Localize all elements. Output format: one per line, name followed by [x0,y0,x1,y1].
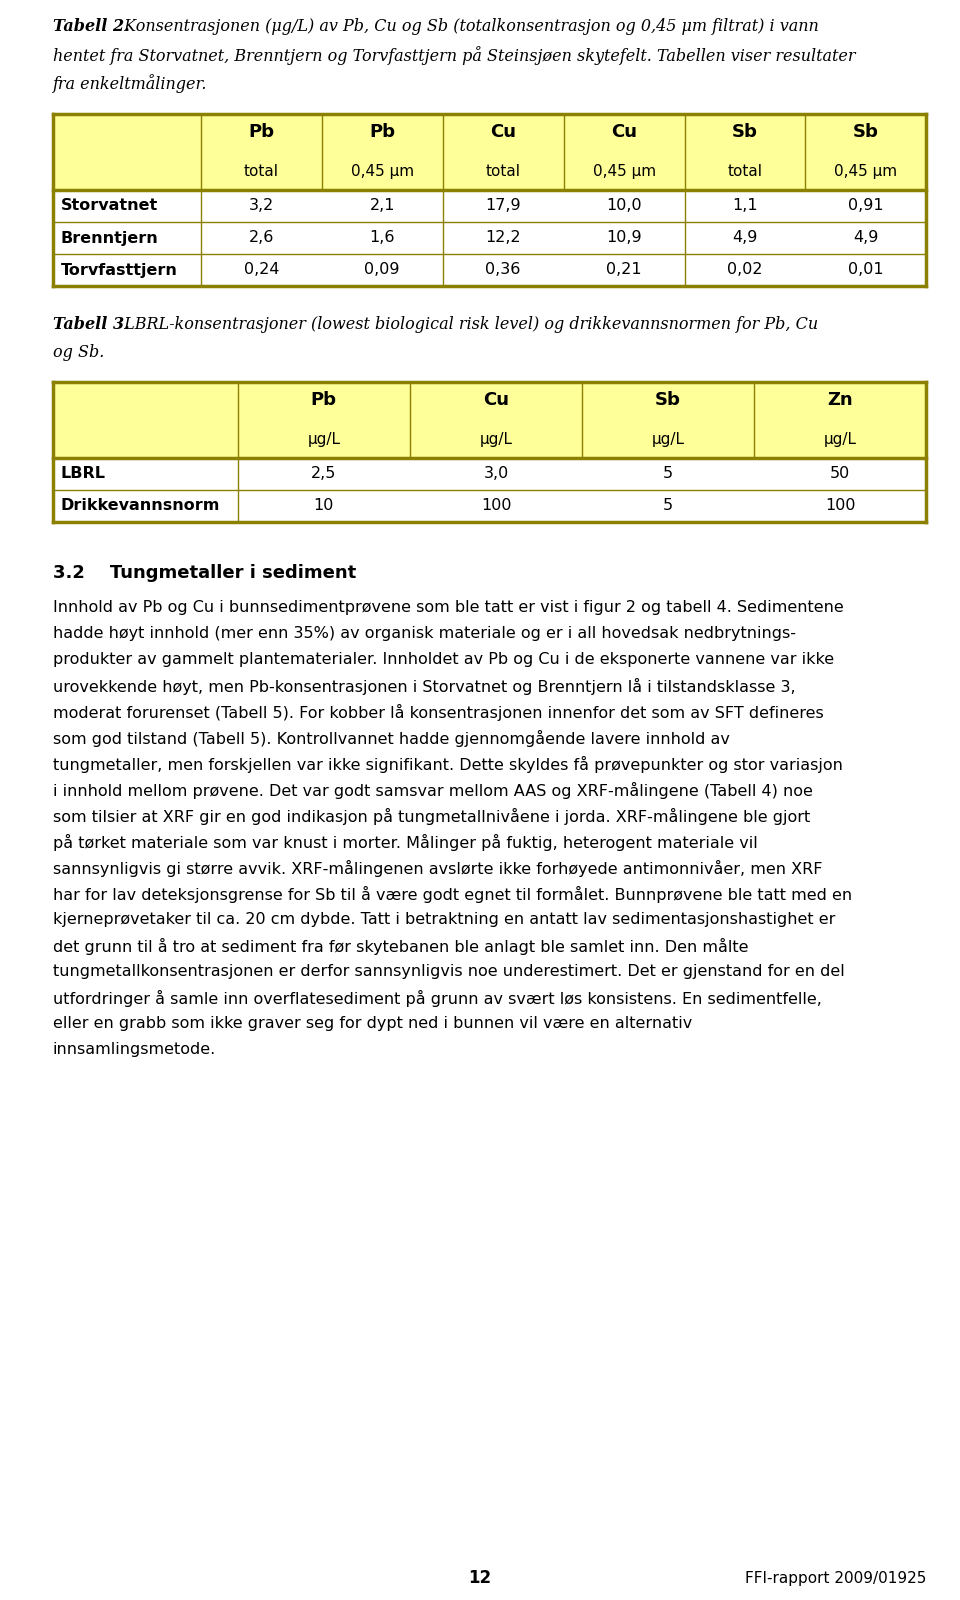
Text: 100: 100 [481,499,512,514]
Text: Tabell 2.: Tabell 2. [53,18,130,35]
Text: på tørket materiale som var knust i morter. Målinger på fuktig, heterogent mater: på tørket materiale som var knust i mort… [53,834,757,851]
Text: 0,45 μm: 0,45 μm [350,165,414,179]
Text: Cu: Cu [483,392,509,410]
Text: LBRL: LBRL [60,467,106,482]
Text: hentet fra Storvatnet, Brenntjern og Torvfasttjern på Steinsjøen skytefelt. Tabe: hentet fra Storvatnet, Brenntjern og Tor… [53,46,855,66]
Text: total: total [244,165,278,179]
Text: 10: 10 [314,499,334,514]
Text: har for lav deteksjonsgrense for Sb til å være godt egnet til formålet. Bunnprøv: har for lav deteksjonsgrense for Sb til … [53,886,852,902]
Text: 5: 5 [663,499,673,514]
Text: 4,9: 4,9 [853,230,878,245]
Text: 0,21: 0,21 [607,262,642,277]
Text: 0,09: 0,09 [365,262,400,277]
Text: hadde høyt innhold (mer enn 35%) av organisk materiale og er i all hovedsak nedb: hadde høyt innhold (mer enn 35%) av orga… [53,626,796,642]
Text: LBRL-konsentrasjoner (lowest biological risk level) og drikkevannsnormen for Pb,: LBRL-konsentrasjoner (lowest biological … [119,317,818,333]
Text: som tilsier at XRF gir en god indikasjon på tungmetallnivåene i jorda. XRF-målin: som tilsier at XRF gir en god indikasjon… [53,808,810,826]
Text: som god tilstand (Tabell 5). Kontrollvannet hadde gjennomgående lavere innhold a: som god tilstand (Tabell 5). Kontrollvan… [53,730,730,747]
Text: 1,1: 1,1 [732,198,757,213]
Text: 3,0: 3,0 [484,467,509,482]
Text: 100: 100 [825,499,855,514]
Text: 0,36: 0,36 [486,262,521,277]
Text: det grunn til å tro at sediment fra før skytebanen ble anlagt ble samlet inn. De: det grunn til å tro at sediment fra før … [53,938,748,955]
Text: 12: 12 [468,1570,492,1587]
Text: μg/L: μg/L [824,432,857,448]
Text: Pb: Pb [249,123,275,141]
Text: μg/L: μg/L [652,432,684,448]
Text: utfordringer å samle inn overflatesediment på grunn av svært løs konsistens. En : utfordringer å samle inn overflatesedime… [53,990,822,1006]
Text: 50: 50 [830,467,851,482]
Text: Cu: Cu [491,123,516,141]
Text: Tabell 3.: Tabell 3. [53,317,130,333]
Text: total: total [486,165,520,179]
Text: moderat forurenset (Tabell 5). For kobber lå konsentrasjonen innenfor det som av: moderat forurenset (Tabell 5). For kobbe… [53,704,824,722]
Text: i innhold mellom prøvene. Det var godt samsvar mellom AAS og XRF-målingene (Tabe: i innhold mellom prøvene. Det var godt s… [53,782,813,798]
Text: 0,02: 0,02 [728,262,763,277]
Text: sannsynligvis gi større avvik. XRF-målingenen avslørte ikke forhøyede antimonniv: sannsynligvis gi større avvik. XRF-målin… [53,861,823,877]
Text: FFI-rapport 2009/01925: FFI-rapport 2009/01925 [745,1571,926,1586]
Text: Drikkevannsnorm: Drikkevannsnorm [60,499,220,514]
Text: 0,24: 0,24 [244,262,279,277]
Bar [53,382,926,458]
Text: Sb: Sb [732,123,758,141]
Text: Sb: Sb [656,392,681,410]
Text: 12,2: 12,2 [486,230,521,245]
Text: tungmetaller, men forskjellen var ikke signifikant. Dette skyldes få prøvepunkte: tungmetaller, men forskjellen var ikke s… [53,757,843,773]
Text: 0,45 μm: 0,45 μm [834,165,898,179]
Text: urovekkende høyt, men Pb-konsentrasjonen i Storvatnet og Brenntjern lå i tilstan: urovekkende høyt, men Pb-konsentrasjonen… [53,678,796,694]
Text: Zn: Zn [828,392,853,410]
Text: 1,6: 1,6 [370,230,395,245]
Text: 5: 5 [663,467,673,482]
Text: 0,91: 0,91 [848,198,884,213]
Text: 0,01: 0,01 [848,262,884,277]
Text: eller en grabb som ikke graver seg for dypt ned i bunnen vil være en alternativ: eller en grabb som ikke graver seg for d… [53,1016,692,1030]
Text: 3,2: 3,2 [249,198,274,213]
Text: Brenntjern: Brenntjern [60,230,158,245]
Text: Innhold av Pb og Cu i bunnsedimentprøvene som ble tatt er vist i figur 2 og tabe: Innhold av Pb og Cu i bunnsedimentprøven… [53,600,844,614]
Text: Sb: Sb [853,123,878,141]
Text: fra enkeltmålinger.: fra enkeltmålinger. [53,74,207,93]
Text: tungmetallkonsentrasjonen er derfor sannsynligvis noe underestimert. Det er gjen: tungmetallkonsentrasjonen er derfor sann… [53,963,845,979]
Text: 10,0: 10,0 [607,198,642,213]
Text: μg/L: μg/L [307,432,341,448]
Text: og Sb.: og Sb. [53,344,105,362]
Text: 2,1: 2,1 [370,198,395,213]
Text: 2,6: 2,6 [249,230,274,245]
Text: 4,9: 4,9 [732,230,757,245]
Text: 10,9: 10,9 [607,230,642,245]
Text: 17,9: 17,9 [486,198,521,213]
Text: Konsentrasjonen (μg/L) av Pb, Cu og Sb (totalkonsentrasjon og 0,45 μm filtrat) i: Konsentrasjonen (μg/L) av Pb, Cu og Sb (… [119,18,819,35]
Text: produkter av gammelt plantematerialer. Innholdet av Pb og Cu i de eksponerte van: produkter av gammelt plantematerialer. I… [53,653,834,667]
Text: Storvatnet: Storvatnet [60,198,158,213]
Text: Torvfasttjern: Torvfasttjern [60,262,178,277]
Text: Pb: Pb [370,123,396,141]
Bar [53,114,926,190]
Text: μg/L: μg/L [480,432,513,448]
Text: innsamlingsmetode.: innsamlingsmetode. [53,1042,216,1058]
Text: 3.2    Tungmetaller i sediment: 3.2 Tungmetaller i sediment [53,565,356,582]
Text: Pb: Pb [311,392,337,410]
Text: total: total [728,165,762,179]
Text: 2,5: 2,5 [311,467,337,482]
Text: kjerneprøvetaker til ca. 20 cm dybde. Tatt i betraktning en antatt lav sedimenta: kjerneprøvetaker til ca. 20 cm dybde. Ta… [53,912,835,926]
Text: Cu: Cu [612,123,637,141]
Text: 0,45 μm: 0,45 μm [592,165,656,179]
